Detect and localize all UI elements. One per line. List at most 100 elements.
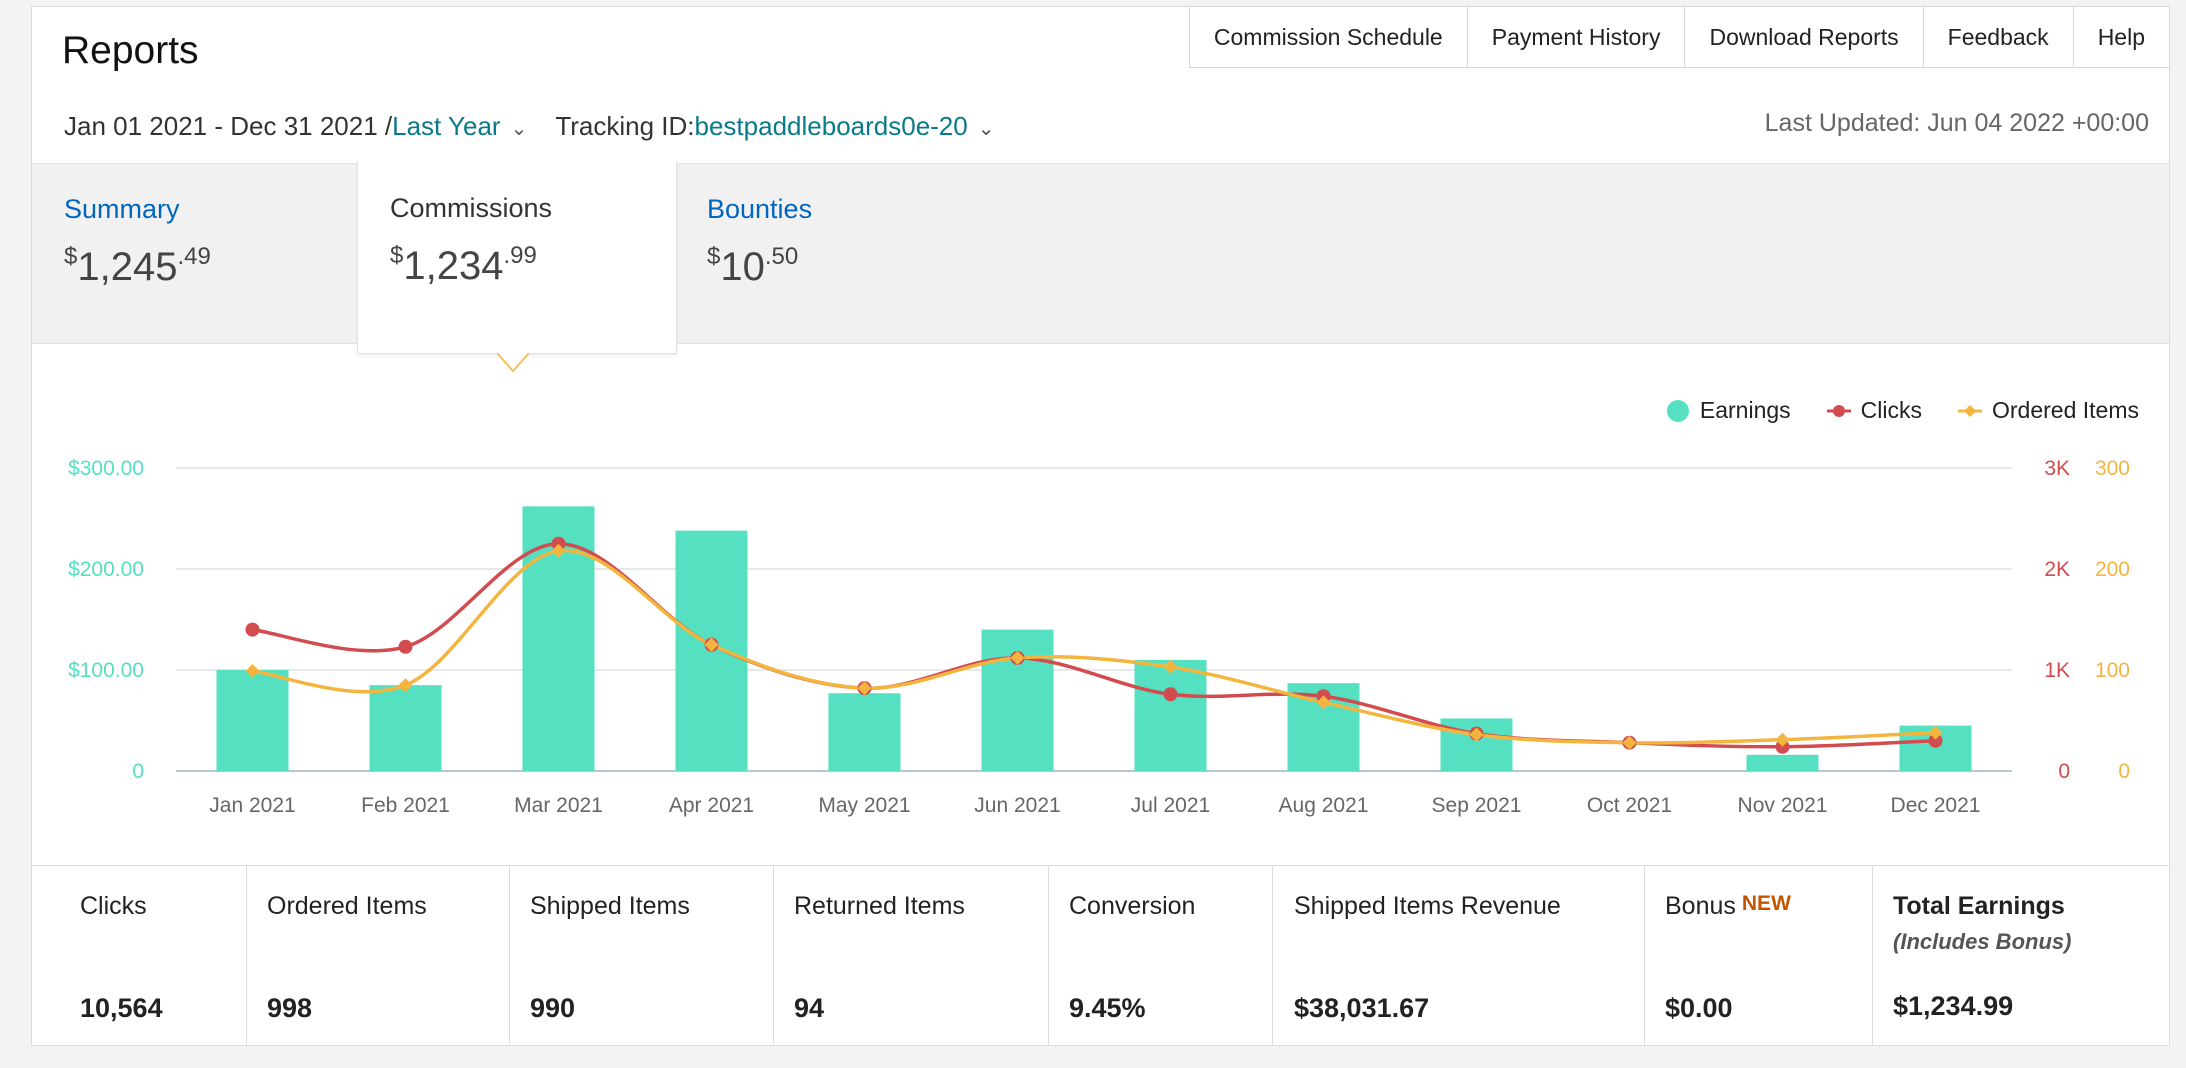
stat-clicks-label: Clicks xyxy=(80,892,147,920)
earnings-bar xyxy=(1746,754,1819,771)
ordered-items-point xyxy=(1928,725,1943,740)
date-preset-dropdown[interactable]: Last Year xyxy=(392,111,501,141)
stat-bonus: Bonus NEW $0.00 xyxy=(1645,866,1873,1046)
ordered-items-point xyxy=(1316,695,1331,710)
stat-shipped-value: 990 xyxy=(530,993,576,1023)
chevron-down-icon[interactable]: ⌄ xyxy=(977,118,995,140)
legend-clicks[interactable]: Clicks xyxy=(1826,397,1922,424)
filters-bar: Jan 01 2021 - Dec 31 2021 / Last Year ⌄ … xyxy=(64,111,1023,142)
ordered-items-point xyxy=(398,678,413,693)
bounties-amount: $10.50 xyxy=(707,243,799,289)
tracking-id-label: Tracking ID: xyxy=(555,111,695,141)
left-axis-tick: $200.00 xyxy=(68,558,144,581)
x-axis-tick: Feb 2021 xyxy=(361,794,450,817)
stat-conversion-value: 9.45% xyxy=(1069,993,1146,1023)
ordered-line-icon xyxy=(1958,404,1982,417)
top-nav: Commission Schedule Payment History Down… xyxy=(1188,6,2170,68)
earnings-bar xyxy=(981,629,1054,771)
stat-total-earnings: Total Earnings (Includes Bonus) $1,234.9… xyxy=(1873,866,2169,1046)
stat-total-label: Total Earnings xyxy=(1893,892,2065,920)
legend-earnings-label: Earnings xyxy=(1699,397,1791,423)
ordered-items-point xyxy=(551,543,566,558)
ordered-items-point xyxy=(1775,732,1790,747)
right-axis-ordered-tick: 0 xyxy=(2118,760,2130,783)
tab-bounties[interactable]: Bounties $10.50 xyxy=(675,164,995,345)
commission-schedule-button[interactable]: Commission Schedule xyxy=(1188,6,1468,68)
stat-revenue-label: Shipped Items Revenue xyxy=(1294,892,1561,920)
tab-commissions-label: Commissions xyxy=(390,193,553,223)
x-axis-tick: Apr 2021 xyxy=(669,794,754,817)
clicks-point xyxy=(551,536,566,551)
active-tab-pointer-icon xyxy=(497,353,529,373)
date-range-text: Jan 01 2021 - Dec 31 2021 / xyxy=(64,111,393,141)
stat-ordered-value: 998 xyxy=(267,993,313,1023)
clicks-point xyxy=(1163,687,1178,702)
left-axis-tick: $300.00 xyxy=(68,457,144,480)
download-reports-button[interactable]: Download Reports xyxy=(1684,6,1924,68)
left-axis-tick: 0 xyxy=(132,760,144,783)
ordered-items-point xyxy=(1163,659,1178,674)
earnings-dot-icon xyxy=(1666,399,1689,422)
right-axis-clicks-tick: 1K xyxy=(2044,659,2070,682)
ordered-items-point xyxy=(857,681,872,696)
clicks-point xyxy=(1928,733,1943,748)
earnings-bar xyxy=(216,670,289,771)
tab-commissions[interactable]: Commissions $1,234.99 xyxy=(357,161,677,354)
chart-legend: Earnings Clicks Ordered Items xyxy=(1630,397,2139,424)
earnings-bar xyxy=(828,693,901,771)
last-updated-text: Last Updated: Jun 04 2022 +00:00 xyxy=(1764,109,2149,137)
stat-conversion: Conversion 9.45% xyxy=(1049,866,1273,1046)
stat-revenue-value: $38,031.67 xyxy=(1294,993,1430,1023)
chevron-down-icon[interactable]: ⌄ xyxy=(510,118,528,140)
stat-bonus-value: $0.00 xyxy=(1665,993,1733,1023)
tab-band: Summary $1,245.49 Bounties $10.50 xyxy=(32,163,2169,344)
stat-conversion-label: Conversion xyxy=(1069,892,1196,920)
earnings-bar xyxy=(369,685,442,771)
x-axis-tick: May 2021 xyxy=(818,794,910,817)
stat-total-sub: (Includes Bonus) xyxy=(1893,929,2072,954)
legend-ordered[interactable]: Ordered Items xyxy=(1958,397,2139,424)
feedback-button[interactable]: Feedback xyxy=(1922,6,2074,68)
stat-bonus-label: Bonus NEW xyxy=(1665,892,1791,920)
legend-ordered-label: Ordered Items xyxy=(1992,397,2139,423)
clicks-point xyxy=(1775,739,1790,754)
stat-shipped-label: Shipped Items xyxy=(530,892,690,920)
commissions-amount: $1,234.99 xyxy=(390,242,537,288)
ordered-items-point xyxy=(245,664,260,679)
x-axis-tick: Jun 2021 xyxy=(974,794,1060,817)
reports-panel: Reports Commission Schedule Payment Hist… xyxy=(31,6,2170,1046)
x-axis-tick: Nov 2021 xyxy=(1738,794,1828,817)
x-axis-tick: Aug 2021 xyxy=(1279,794,1369,817)
stat-returned-label: Returned Items xyxy=(794,892,965,920)
right-axis-ordered-tick: 200 xyxy=(2095,558,2130,581)
earnings-bar xyxy=(1134,659,1207,771)
tab-bounties-label: Bounties xyxy=(707,194,813,224)
earnings-bar xyxy=(1440,718,1513,771)
stats-row: Clicks 10,564 Ordered Items 998 Shipped … xyxy=(32,865,2169,1046)
stat-ordered: Ordered Items 998 xyxy=(247,866,510,1046)
x-axis-tick: Oct 2021 xyxy=(1587,794,1672,817)
right-axis-clicks-tick: 3K xyxy=(2044,457,2070,480)
page-title: Reports xyxy=(62,29,199,72)
ordered-items-point xyxy=(704,637,719,652)
left-axis-tick: $100.00 xyxy=(68,659,144,682)
x-axis-tick: Mar 2021 xyxy=(514,794,603,817)
stat-shipped: Shipped Items 990 xyxy=(510,866,774,1046)
clicks-point xyxy=(398,639,413,654)
ordered-items-point xyxy=(1622,735,1637,750)
summary-amount: $1,245.49 xyxy=(64,243,211,289)
clicks-point xyxy=(245,622,260,637)
legend-earnings[interactable]: Earnings xyxy=(1666,397,1791,424)
x-axis-tick: Dec 2021 xyxy=(1891,794,1981,817)
right-axis-ordered-tick: 300 xyxy=(2095,457,2130,480)
payment-history-button[interactable]: Payment History xyxy=(1466,6,1686,68)
x-axis-tick: Jan 2021 xyxy=(209,794,295,817)
stat-clicks: Clicks 10,564 xyxy=(32,866,247,1046)
help-button[interactable]: Help xyxy=(2072,6,2170,68)
tracking-id-dropdown[interactable]: bestpaddleboards0e-20 xyxy=(694,111,968,141)
stat-returned: Returned Items 94 xyxy=(774,866,1049,1046)
commissions-chart: 0 0 0 $100.00 1K 100 $200.00 2K 200 $300.00 3K 300 J… xyxy=(68,457,2130,817)
x-axis-tick: Jul 2021 xyxy=(1131,794,1210,817)
tab-summary[interactable]: Summary $1,245.49 xyxy=(32,164,352,345)
right-axis-clicks-tick: 2K xyxy=(2044,558,2070,581)
